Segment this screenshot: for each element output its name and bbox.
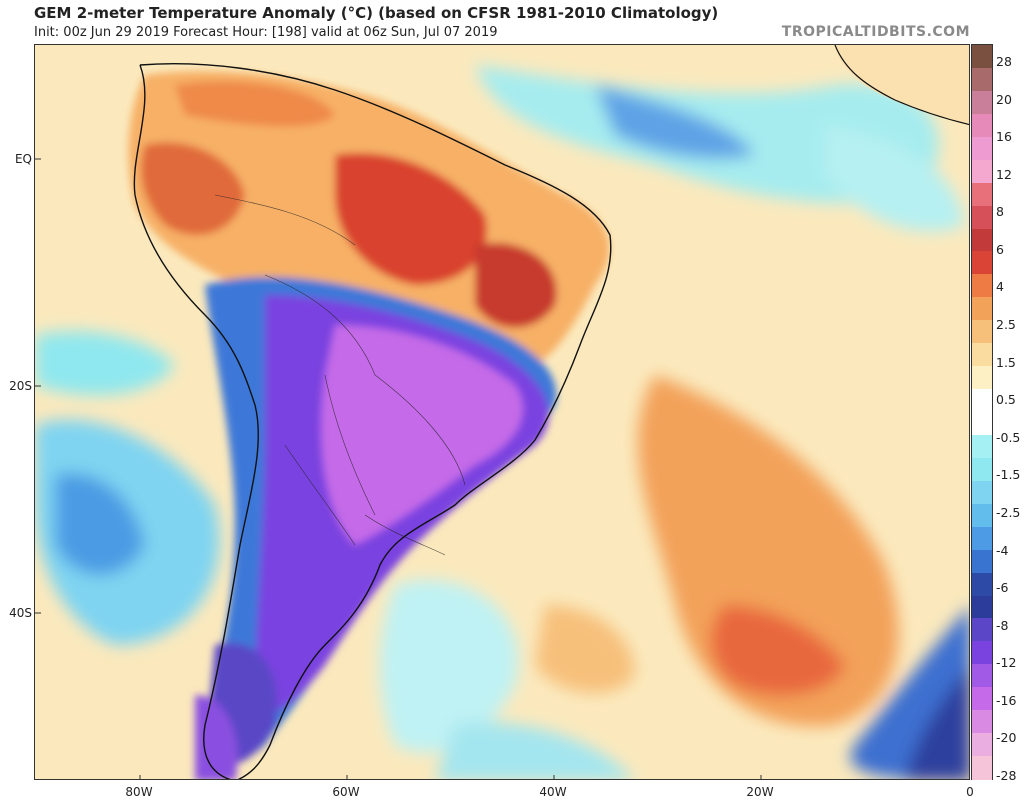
colorbar-label: -12 bbox=[996, 655, 1017, 671]
colorbar-segment bbox=[972, 457, 992, 482]
colorbar-label: -1.5 bbox=[996, 467, 1021, 483]
colorbar-segment bbox=[972, 182, 992, 207]
colorbar-label: -6 bbox=[996, 580, 1009, 596]
colorbar-label: -4 bbox=[996, 542, 1009, 558]
map-panel bbox=[34, 44, 970, 780]
lon-label-60w: 60W bbox=[332, 785, 360, 799]
map-title: GEM 2-meter Temperature Anomaly (°C) (ba… bbox=[34, 4, 719, 22]
colorbar-segment bbox=[972, 664, 992, 688]
colorbar-segment bbox=[972, 733, 992, 757]
lon-label-80w: 80W bbox=[125, 785, 153, 799]
colorbar-segment bbox=[972, 641, 992, 665]
lat-label-40s: 40S bbox=[9, 606, 32, 620]
colorbar-label: 1.5 bbox=[996, 354, 1016, 370]
africa-coast bbox=[834, 45, 969, 126]
colorbar-segment bbox=[972, 228, 992, 252]
colorbar-segment bbox=[972, 343, 992, 367]
colorbar-label: 16 bbox=[996, 129, 1012, 145]
colorbar-segment bbox=[972, 412, 992, 436]
colorbar-label: 28 bbox=[996, 54, 1012, 69]
colorbar-segment bbox=[972, 434, 992, 459]
colorbar-segment bbox=[972, 480, 992, 505]
colorbar-segment bbox=[972, 526, 992, 551]
lon-label-20w: 20W bbox=[746, 785, 774, 799]
colorbar-segment bbox=[972, 297, 992, 321]
colorbar-segment bbox=[972, 687, 992, 711]
colorbar-label: 8 bbox=[996, 204, 1004, 220]
colorbar-segment bbox=[972, 366, 992, 390]
anomaly-map bbox=[35, 45, 969, 779]
colorbar-segment bbox=[972, 90, 992, 115]
colorbar-segment bbox=[972, 618, 992, 642]
lat-label-eq: EQ bbox=[14, 152, 32, 166]
colorbar bbox=[971, 44, 993, 780]
colorbar-segment bbox=[972, 136, 992, 161]
colorbar-label: 4 bbox=[996, 279, 1004, 295]
colorbar-segment bbox=[972, 320, 992, 344]
lon-label-0: 0 bbox=[966, 785, 974, 799]
colorbar-label: 2.5 bbox=[996, 317, 1016, 333]
colorbar-segment bbox=[972, 710, 992, 734]
colorbar-label: 12 bbox=[996, 166, 1012, 182]
colorbar-segment bbox=[972, 756, 992, 780]
site-watermark: TROPICALTIDBITS.COM bbox=[781, 24, 970, 40]
lat-label-20s: 20S bbox=[9, 379, 32, 393]
colorbar-label: 20 bbox=[996, 91, 1012, 107]
colorbar-label: -0.5 bbox=[996, 429, 1021, 445]
colorbar-label: -2.5 bbox=[996, 504, 1021, 520]
colorbar-segment bbox=[972, 595, 992, 619]
colorbar-label: -28 bbox=[996, 768, 1017, 783]
colorbar-label: -16 bbox=[996, 692, 1017, 708]
axis-ticks bbox=[35, 158, 762, 779]
colorbar-segment bbox=[972, 45, 992, 69]
country-borders bbox=[214, 194, 466, 556]
colorbar-segment bbox=[972, 503, 992, 528]
colorbar-segment bbox=[972, 389, 992, 413]
colorbar-segment bbox=[972, 274, 992, 298]
colorbar-segment bbox=[972, 251, 992, 275]
colorbar-label: 0.5 bbox=[996, 392, 1016, 408]
colorbar-segment bbox=[972, 549, 992, 574]
colorbar-label: 6 bbox=[996, 241, 1004, 257]
colorbar-segment bbox=[972, 159, 992, 184]
colorbar-segment bbox=[972, 113, 992, 138]
coastline bbox=[133, 63, 612, 779]
colorbar-segment bbox=[972, 205, 992, 229]
colorbar-label: -20 bbox=[996, 730, 1017, 746]
colorbar-label: -8 bbox=[996, 617, 1009, 633]
lon-label-40w: 40W bbox=[539, 785, 567, 799]
colorbar-segment bbox=[972, 67, 992, 92]
map-subtitle: Init: 00z Jun 29 2019 Forecast Hour: [19… bbox=[34, 25, 498, 40]
colorbar-segment bbox=[972, 572, 992, 596]
